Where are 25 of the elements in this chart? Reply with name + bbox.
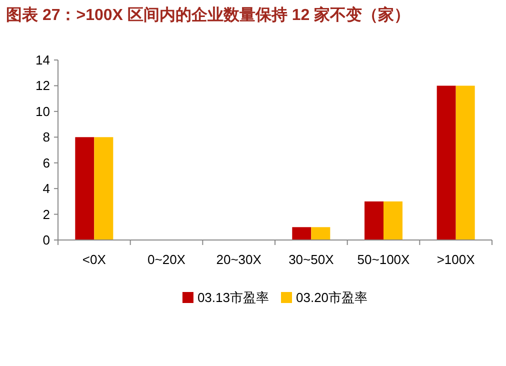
y-tick-label: 6 bbox=[42, 155, 50, 170]
bar bbox=[364, 201, 384, 240]
bar bbox=[75, 137, 94, 240]
legend-label: 03.20市盈率 bbox=[296, 290, 368, 305]
x-tick-label: 20~30X bbox=[216, 252, 262, 267]
bar bbox=[311, 227, 330, 240]
x-tick-label: >100X bbox=[436, 252, 476, 267]
y-tick-label: 14 bbox=[36, 52, 50, 68]
y-tick-label: 2 bbox=[42, 206, 50, 222]
x-tick-label: 0~20X bbox=[148, 252, 186, 267]
y-tick-label: 4 bbox=[42, 181, 50, 196]
chart-title: 图表 27：>100X 区间内的企业数量保持 12 家不变（家） bbox=[6, 5, 410, 24]
y-tick-label: 12 bbox=[36, 78, 50, 94]
bar bbox=[94, 137, 114, 240]
bar bbox=[436, 86, 456, 240]
x-tick-label: 50~100X bbox=[357, 252, 410, 267]
x-tick-label: <0X bbox=[82, 252, 106, 267]
y-tick-label: 0 bbox=[42, 232, 50, 248]
legend-label: 03.13市盈率 bbox=[197, 290, 269, 305]
y-tick-label: 8 bbox=[42, 130, 50, 145]
y-tick-label: 10 bbox=[36, 104, 50, 119]
bar bbox=[292, 227, 312, 240]
bar bbox=[456, 86, 475, 240]
bar bbox=[384, 201, 402, 240]
x-tick-label: 30~50X bbox=[288, 252, 334, 267]
